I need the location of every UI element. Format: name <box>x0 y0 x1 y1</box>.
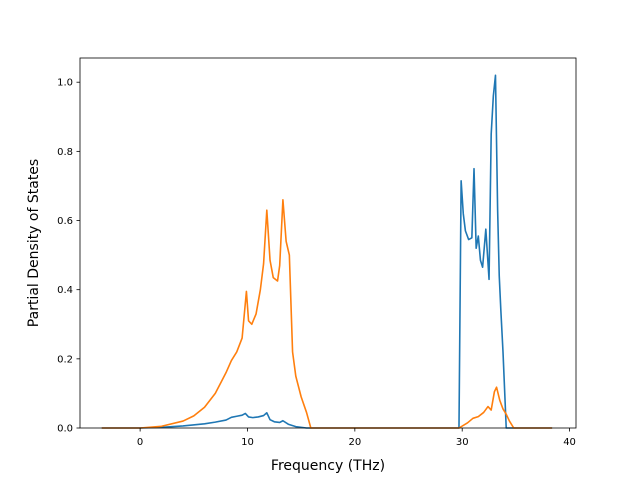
series-line-2 <box>101 198 553 429</box>
y-axis-label: Partial Density of States <box>26 159 42 327</box>
y-tick-label: 0.0 <box>57 424 73 435</box>
y-tick-label: 1.0 <box>57 78 73 89</box>
x-tick-label: 40 <box>563 437 576 448</box>
x-tick-label: 10 <box>241 437 254 448</box>
y-tick-label: 0.8 <box>57 147 73 158</box>
x-axis-ticks: 0 10 20 30 40 <box>137 428 576 448</box>
y-tick-label: 0.2 <box>57 354 73 365</box>
x-tick-label: 0 <box>137 437 143 448</box>
y-tick-label: 0.6 <box>57 216 73 227</box>
x-axis-label: Frequency (THz) <box>271 458 385 474</box>
plot-frame <box>79 57 577 429</box>
y-axis-ticks: 0.0 0.2 0.4 0.6 0.8 1.0 <box>57 78 80 435</box>
y-tick-label: 0.4 <box>57 285 73 296</box>
x-tick-label: 30 <box>456 437 469 448</box>
x-tick-label: 20 <box>348 437 361 448</box>
